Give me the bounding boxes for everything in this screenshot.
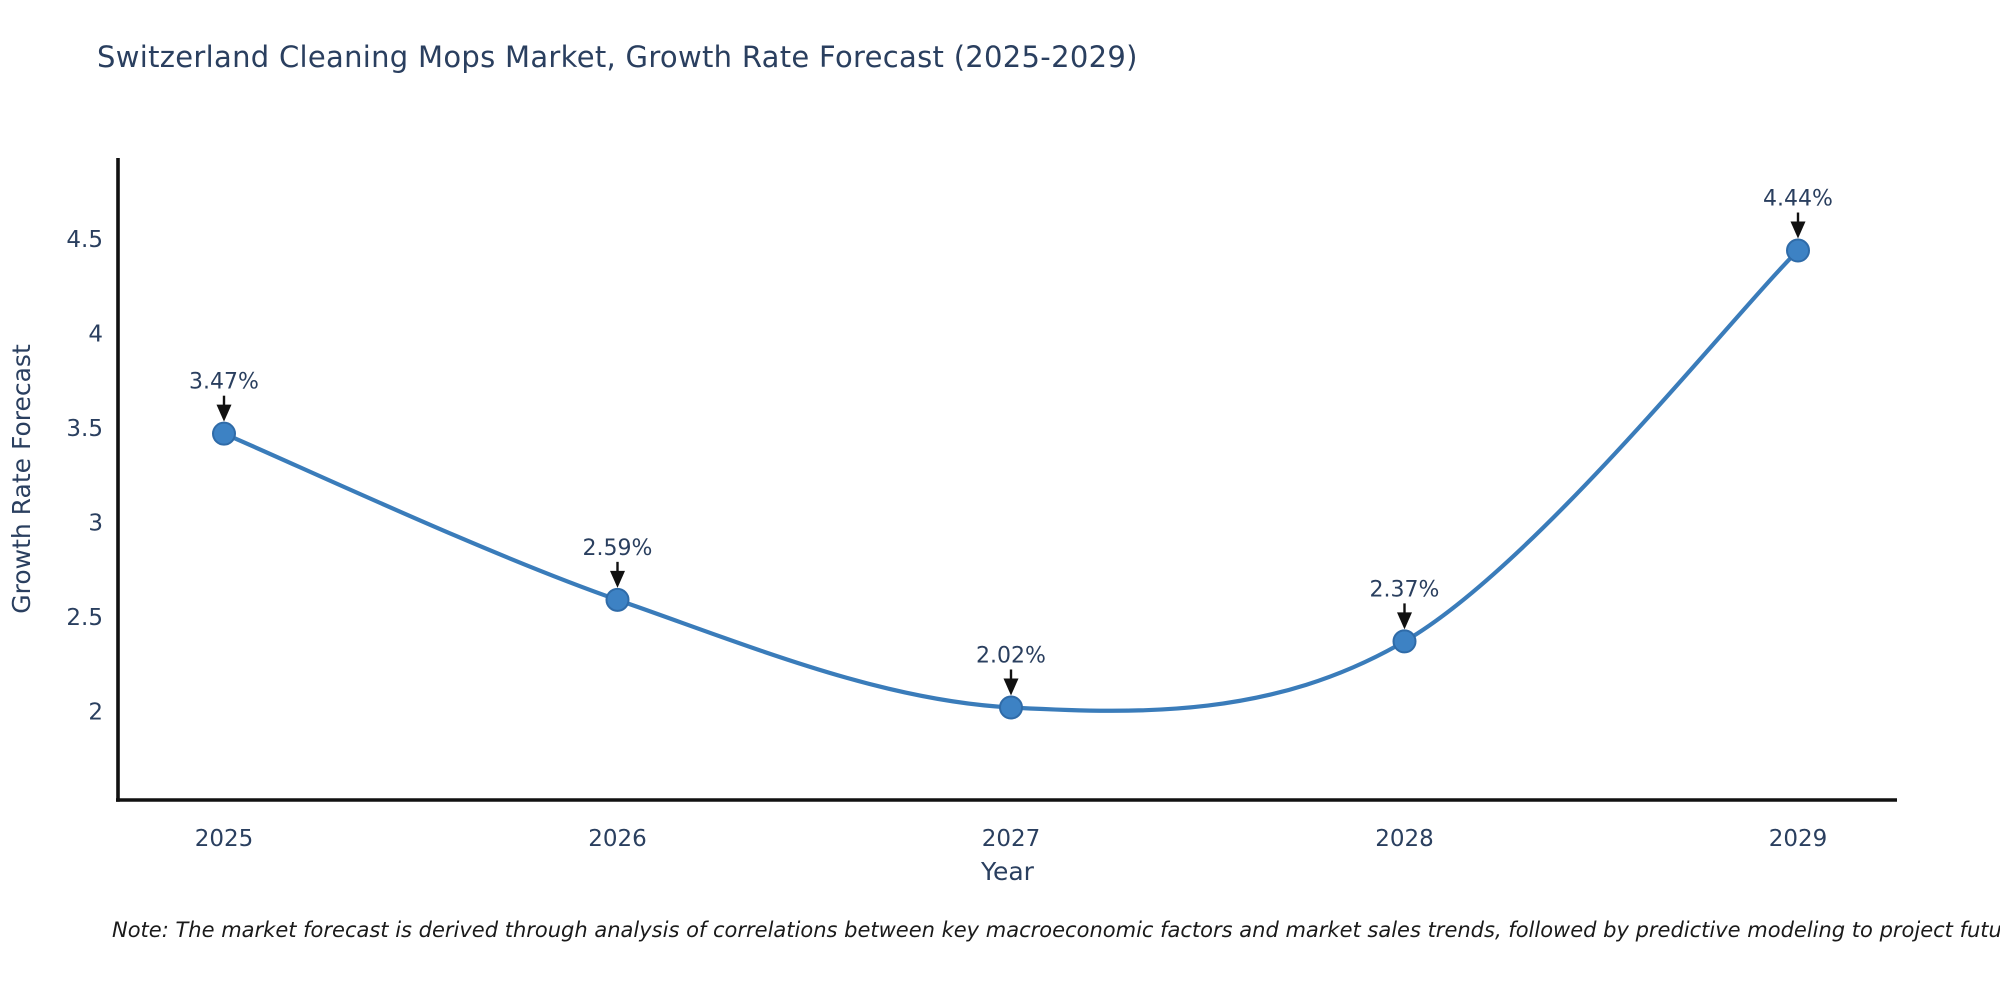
annotation-arrowhead [1003, 678, 1019, 696]
x-tick-label: 2028 [1375, 826, 1434, 852]
y-tick-label: 3 [88, 510, 103, 536]
annotation-arrowhead [216, 404, 232, 422]
growth-rate-line [221, 248, 1801, 713]
y-tick-label: 2 [88, 699, 103, 725]
x-tick-label: 2027 [982, 826, 1041, 852]
annotation-arrowhead [1790, 221, 1806, 239]
data-point-2027 [999, 695, 1023, 720]
data-point-2028 [1392, 629, 1417, 654]
x-tick-label: 2029 [1769, 826, 1828, 852]
y-tick-label: 4 [88, 322, 103, 348]
data-point-2025 [212, 421, 236, 446]
chart-title: Switzerland Cleaning Mops Market, Growth… [97, 40, 1138, 74]
annotation-label: 2.02% [976, 643, 1046, 668]
chart-note: Note: The market forecast is derived thr… [112, 918, 2000, 942]
y-tick-label: 2.5 [66, 605, 103, 631]
x-tick-label: 2025 [195, 826, 254, 852]
y-tick-label: 3.5 [66, 416, 103, 442]
data-point-2029 [1786, 238, 1810, 263]
annotation-label: 2.59% [583, 536, 653, 561]
y-axis-title: Growth Rate Forecast [7, 344, 36, 614]
data-point-2026 [605, 587, 630, 612]
annotation-label: 3.47% [189, 370, 259, 395]
y-tick-label: 4.5 [66, 227, 103, 253]
annotation-arrowhead [610, 570, 625, 588]
annotation-arrowhead [1397, 612, 1412, 630]
annotation-label: 2.37% [1370, 577, 1440, 602]
x-tick-label: 2026 [588, 826, 647, 852]
x-axis-title: Year [980, 857, 1035, 886]
annotation-label: 4.44% [1763, 187, 1833, 212]
